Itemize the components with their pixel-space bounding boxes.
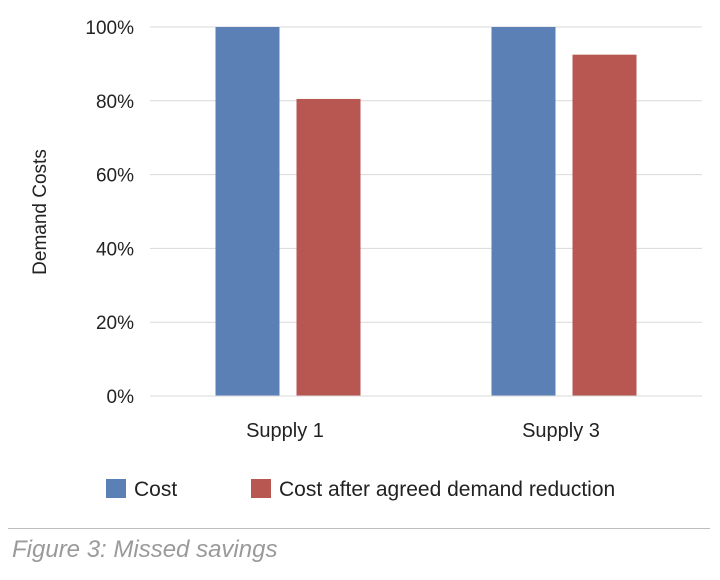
x-category-label: Supply 1 bbox=[246, 420, 324, 442]
y-tick-label: 100% bbox=[85, 18, 134, 39]
y-tick-label: 40% bbox=[96, 239, 134, 260]
y-tick-label: 80% bbox=[96, 92, 134, 113]
legend-label: Cost after agreed demand reduction bbox=[279, 478, 615, 501]
legend-label: Cost bbox=[134, 478, 177, 501]
legend-swatch bbox=[251, 479, 271, 498]
y-axis-label: Demand Costs bbox=[30, 149, 51, 275]
figure-caption: Figure 3: Missed savings bbox=[12, 536, 278, 563]
bar-cost-1 bbox=[215, 27, 280, 396]
y-tick-labels: 0% 20% 40% 60% 80% 100% bbox=[85, 18, 134, 408]
bar-cost-after-reduction-1 bbox=[296, 98, 361, 396]
legend: Cost Cost after agreed demand reduction bbox=[106, 478, 615, 501]
x-category-labels: Supply 1 Supply 3 bbox=[246, 420, 600, 442]
caption-divider bbox=[8, 528, 710, 529]
y-tick-label: 20% bbox=[96, 313, 134, 334]
bar-cost-2 bbox=[491, 27, 556, 396]
bar-cost-after-reduction-2 bbox=[572, 54, 637, 397]
bars bbox=[215, 27, 637, 397]
legend-swatch bbox=[106, 479, 126, 498]
x-category-label: Supply 3 bbox=[522, 420, 600, 442]
y-tick-label: 0% bbox=[107, 387, 135, 408]
y-tick-label: 60% bbox=[96, 166, 134, 187]
